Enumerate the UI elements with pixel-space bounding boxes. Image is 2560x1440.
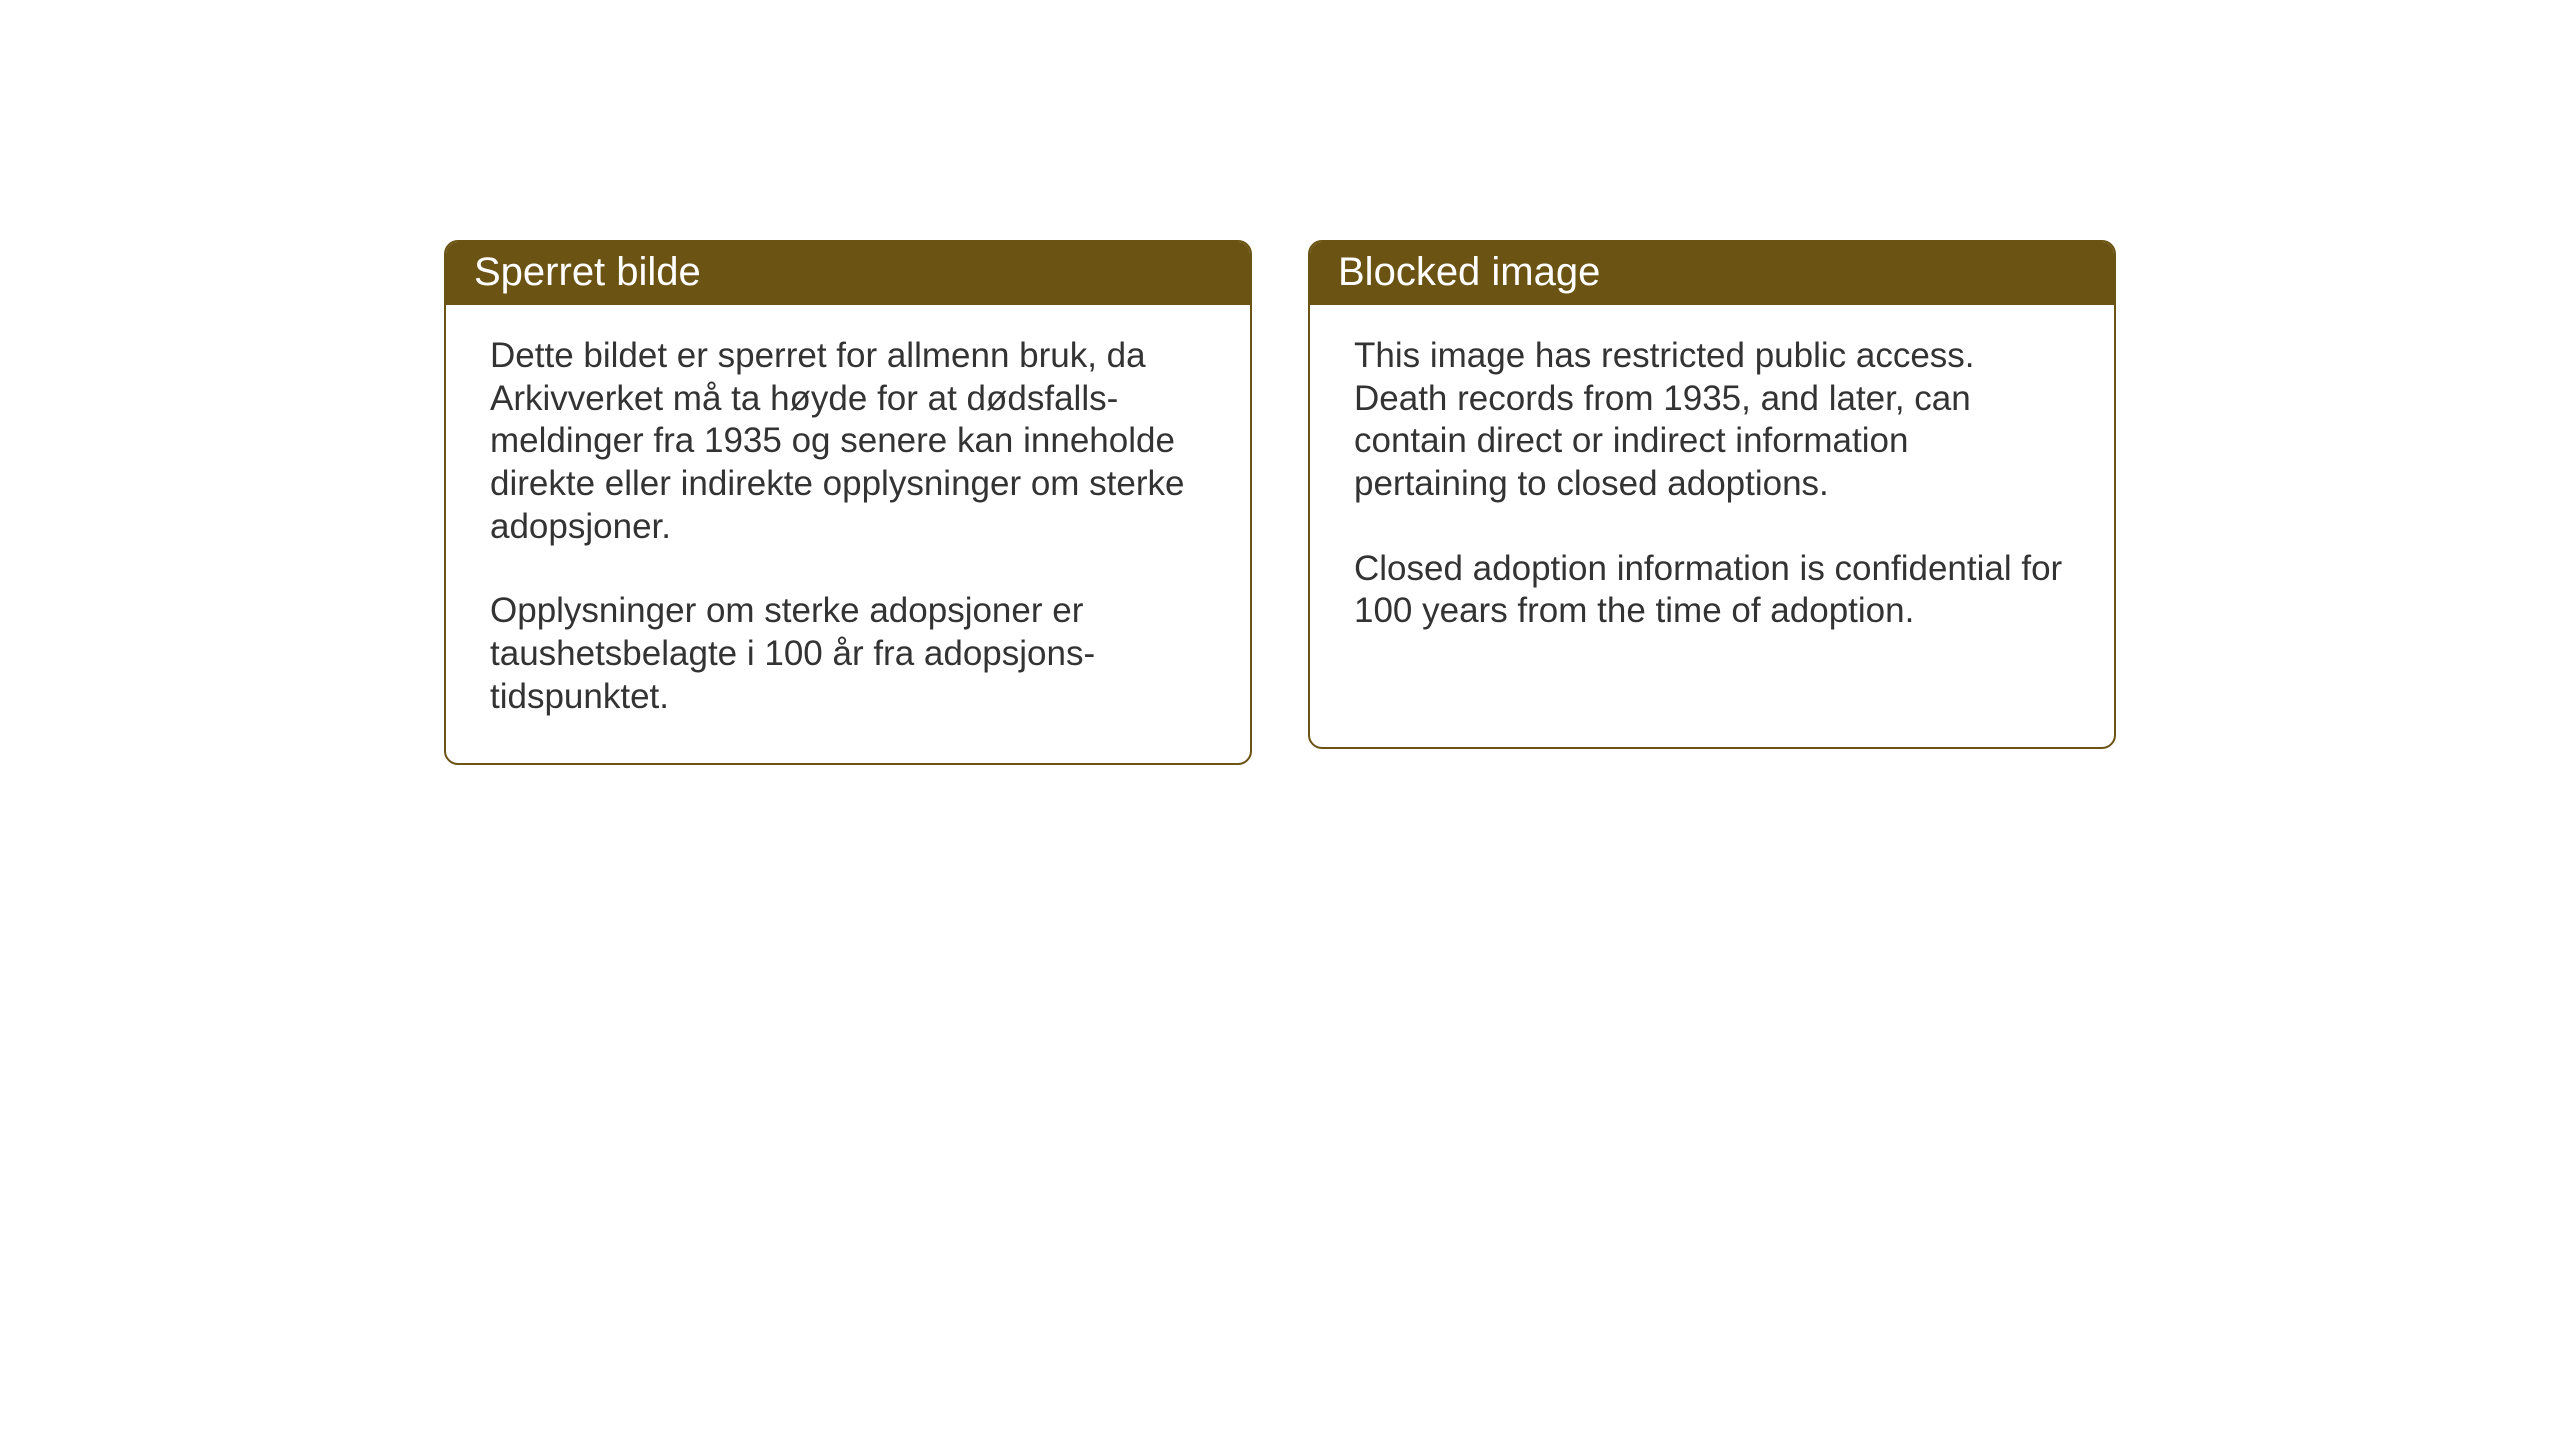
card-body-english: This image has restricted public access.… xyxy=(1310,305,2114,677)
card-body-norwegian: Dette bildet er sperret for allmenn bruk… xyxy=(446,305,1250,763)
card-paragraph-english-1: This image has restricted public access.… xyxy=(1354,335,2070,506)
notice-card-norwegian: Sperret bilde Dette bildet er sperret fo… xyxy=(444,240,1252,765)
notice-card-english: Blocked image This image has restricted … xyxy=(1308,240,2116,749)
card-paragraph-norwegian-1: Dette bildet er sperret for allmenn bruk… xyxy=(490,335,1206,548)
notice-container: Sperret bilde Dette bildet er sperret fo… xyxy=(444,240,2116,765)
card-title-norwegian: Sperret bilde xyxy=(446,242,1250,305)
card-title-english: Blocked image xyxy=(1310,242,2114,305)
card-paragraph-norwegian-2: Opplysninger om sterke adopsjoner er tau… xyxy=(490,590,1206,718)
card-paragraph-english-2: Closed adoption information is confident… xyxy=(1354,548,2070,633)
